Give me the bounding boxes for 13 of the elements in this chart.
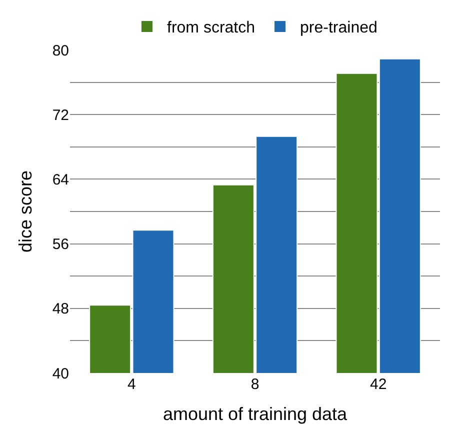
y-tick-label: 72 xyxy=(52,106,69,124)
y-tick-label: 48 xyxy=(52,300,69,318)
y-tick-label: 80 xyxy=(52,42,69,60)
y-tick-label: 40 xyxy=(52,365,69,382)
y-axis-title: dice score xyxy=(16,170,36,253)
x-tick-label: 8 xyxy=(250,376,260,393)
y-tick-label: 64 xyxy=(52,171,69,188)
x-tick-label: 42 xyxy=(370,376,387,393)
y-tick-label: 56 xyxy=(52,236,69,254)
legend-label: from scratch xyxy=(167,20,256,37)
x-axis-title: amount of training data xyxy=(162,404,348,424)
legend-label: pre-trained xyxy=(300,20,378,37)
x-tick-label: 4 xyxy=(128,376,136,393)
